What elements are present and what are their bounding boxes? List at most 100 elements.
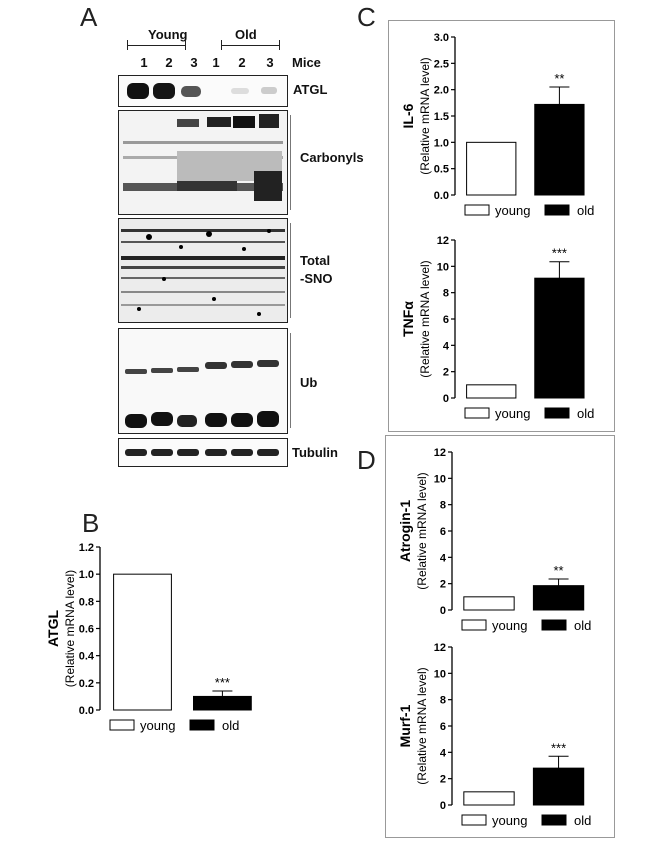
blot-bracket — [290, 115, 291, 210]
group-tick — [279, 40, 280, 50]
chart-atrogin1: 0 2 4 6 8 10 12 Atrogin-1 (Relative mRNA level) *… — [397, 447, 591, 633]
y-axis-label: (Relative mRNA level) — [418, 260, 432, 377]
chart-il6: 0.0 0.5 1.0 1.5 2.0 2.5 3.0 IL-6 (Relative mRNA … — [400, 32, 594, 218]
legend-swatch-young — [464, 407, 490, 419]
y-tick-label: 3.0 — [434, 32, 449, 44]
y-tick-label: 6 — [440, 721, 446, 733]
y-tick-label: 0.2 — [79, 678, 94, 690]
panel-d-frame — [385, 435, 615, 838]
y-axis-title: Atrogin-1 — [397, 500, 413, 562]
y-axis-label: (Relative mRNA level) — [63, 570, 77, 687]
y-tick-label: 0.8 — [79, 596, 94, 608]
y-tick-label: 1.0 — [434, 137, 449, 149]
lane-number: 1 — [140, 55, 148, 70]
legend-label-old: old — [574, 813, 591, 828]
y-tick-label: 1.5 — [434, 111, 449, 123]
y-axis-label: (Relative mRNA level) — [415, 472, 429, 589]
y-tick-label: 4 — [440, 747, 447, 759]
blot-atgl — [118, 75, 288, 107]
legend-label-young: young — [492, 618, 527, 633]
legend-label-old: old — [574, 618, 591, 633]
blot-bracket — [290, 223, 291, 318]
lane-number: 2 — [165, 55, 173, 70]
legend-swatch-old — [541, 619, 567, 631]
y-tick-label: 10 — [434, 668, 446, 680]
group-line-old — [221, 45, 279, 46]
y-tick-label: 10 — [434, 473, 446, 485]
legend-swatch-old — [189, 719, 215, 731]
lane-number: 3 — [266, 55, 274, 70]
group-label-old: Old — [235, 27, 257, 42]
blot-label-total-sno: Total -SNO — [300, 253, 333, 286]
y-axis-title: ATGL — [45, 610, 61, 648]
group-label-young: Young — [148, 27, 188, 42]
legend-swatch-young — [461, 814, 487, 826]
lane-number: 1 — [212, 55, 220, 70]
y-tick-label: 4 — [440, 552, 447, 564]
bar-young — [466, 384, 517, 399]
blot-label-tubulin: Tubulin — [292, 445, 338, 460]
panel-label-c: C — [357, 2, 376, 32]
bar-young — [466, 141, 517, 196]
legend-label-old: old — [222, 718, 239, 733]
blot-carbonyls — [118, 110, 288, 215]
legend-swatch-young — [461, 619, 487, 631]
group-tick — [185, 40, 186, 50]
legend-label-young: young — [495, 203, 530, 218]
blot-total-sno — [118, 218, 288, 323]
y-tick-label: 6 — [443, 314, 449, 326]
y-axis-title: IL-6 — [400, 103, 416, 128]
y-tick-label: 0.5 — [434, 164, 449, 176]
mice-label: Mice — [292, 55, 321, 70]
y-axis-label: (Relative mRNA level) — [418, 57, 432, 174]
y-tick-label: 10 — [437, 261, 449, 273]
y-tick-label: 0.4 — [79, 651, 95, 663]
blot-ub — [118, 328, 288, 434]
group-tick — [221, 40, 222, 50]
bar-young — [463, 596, 515, 611]
legend-label-old: old — [577, 203, 594, 218]
chart-atgl: 0.0 0.2 0.4 0.6 0.8 1.0 1.2 ATGL (Relative mRNA … — [45, 542, 252, 733]
bar-old — [532, 767, 585, 806]
bar-old — [532, 585, 585, 611]
y-tick-label: 0.0 — [434, 190, 449, 202]
blot-bracket — [290, 333, 291, 428]
y-tick-label: 12 — [437, 235, 449, 247]
lane-number: 2 — [238, 55, 246, 70]
blot-label-atgl: ATGL — [293, 82, 328, 97]
panel-label-a: A — [80, 2, 98, 32]
panel-c-frame — [388, 20, 615, 432]
y-axis-title: Murf-1 — [397, 704, 413, 747]
panel-label-d: D — [357, 445, 376, 475]
legend-label-old: old — [577, 406, 594, 421]
y-tick-label: 2.0 — [434, 85, 449, 97]
y-tick-label: 12 — [434, 642, 446, 654]
y-tick-label: 0 — [440, 800, 446, 812]
y-tick-label: 2.5 — [434, 58, 449, 70]
y-tick-label: 2 — [440, 774, 446, 786]
y-tick-label: 1.0 — [79, 569, 94, 581]
blot-tubulin — [118, 438, 288, 467]
y-tick-label: 1.2 — [79, 542, 94, 554]
legend-label-young: young — [492, 813, 527, 828]
y-axis-label: (Relative mRNA level) — [415, 667, 429, 784]
significance-label: *** — [215, 675, 230, 690]
group-tick — [127, 40, 128, 50]
panel-label-b: B — [82, 508, 100, 538]
y-tick-label: 0 — [443, 393, 449, 405]
legend-swatch-young — [109, 719, 135, 731]
y-tick-label: 0.0 — [79, 705, 94, 717]
y-tick-label: 6 — [440, 526, 446, 538]
blot-label-carbonyls: Carbonyls — [300, 150, 364, 165]
y-tick-label: 8 — [440, 500, 446, 512]
legend-swatch-young — [464, 204, 490, 216]
blot-label-ub: Ub — [300, 375, 318, 390]
legend-swatch-old — [544, 407, 570, 419]
bar-old — [534, 277, 585, 399]
y-tick-label: 2 — [440, 579, 446, 591]
bar-old — [534, 103, 585, 196]
bar-young — [113, 573, 172, 711]
legend-label-young: young — [495, 406, 530, 421]
y-tick-label: 8 — [443, 288, 449, 300]
legend-label-young: young — [140, 718, 175, 733]
